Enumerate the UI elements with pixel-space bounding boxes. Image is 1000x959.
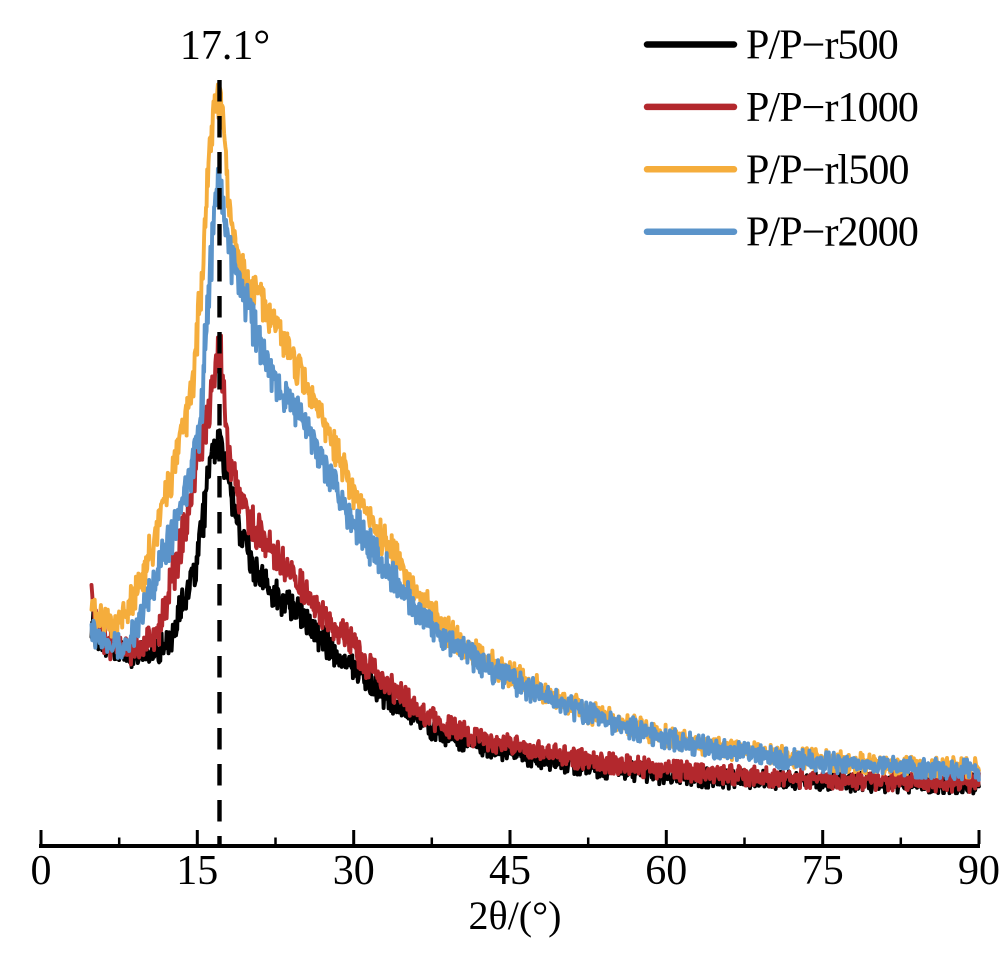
- svg-text:0: 0: [31, 848, 52, 894]
- svg-text:75: 75: [802, 848, 844, 894]
- svg-text:90: 90: [958, 848, 1000, 894]
- svg-text:P/P−r2000: P/P−r2000: [746, 210, 918, 256]
- svg-text:17.1°: 17.1°: [180, 23, 270, 69]
- svg-text:60: 60: [645, 848, 687, 894]
- svg-text:30: 30: [333, 848, 375, 894]
- svg-text:15: 15: [176, 848, 218, 894]
- svg-text:P/P−r1000: P/P−r1000: [746, 85, 918, 131]
- svg-text:P/P−r500: P/P−r500: [746, 23, 898, 69]
- svg-text:2θ/(°): 2θ/(°): [469, 893, 562, 938]
- svg-text:45: 45: [489, 848, 531, 894]
- svg-text:P/P−rl500: P/P−rl500: [746, 147, 909, 193]
